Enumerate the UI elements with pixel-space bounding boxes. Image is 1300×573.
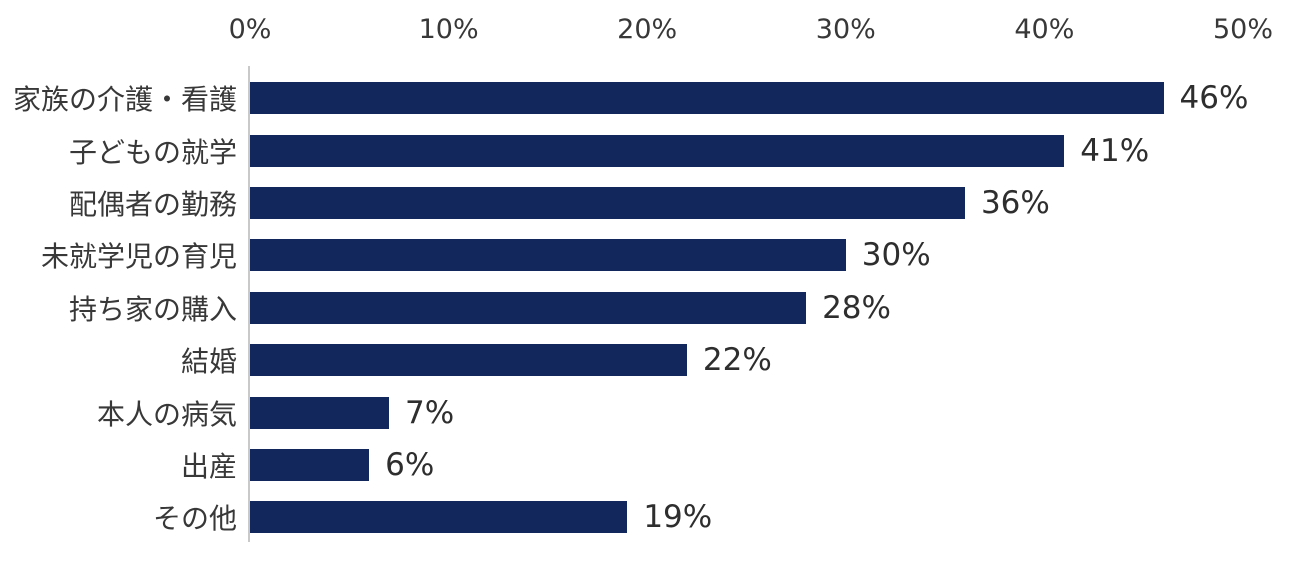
- x-axis-tick-label: 40%: [1014, 14, 1075, 45]
- value-label: 22%: [702, 342, 772, 379]
- x-axis-tick-label: 30%: [815, 14, 876, 45]
- category-label: 子どもの就学: [68, 135, 237, 169]
- x-axis-tick-label: 50%: [1212, 14, 1274, 45]
- bar: [250, 501, 628, 534]
- value-label: 7%: [405, 394, 455, 431]
- bar-row: 未就学児の育児 30%: [0, 229, 1300, 281]
- bar-track: 22%: [250, 342, 1243, 379]
- bar: [250, 291, 807, 324]
- value-label: 19%: [643, 499, 713, 536]
- x-axis: 0% 10% 20% 30% 40% 50%: [229, 12, 1273, 48]
- bar-row: 本人の病気 7%: [0, 386, 1300, 438]
- bar: [250, 448, 370, 481]
- bar-track: 7%: [250, 394, 1243, 431]
- bar: [250, 344, 687, 377]
- value-label: 6%: [385, 446, 435, 483]
- bar-track: 30%: [250, 237, 1243, 274]
- bar-track: 6%: [250, 446, 1243, 483]
- bar-row: その他 19%: [0, 491, 1300, 543]
- bar: [250, 396, 390, 429]
- value-label: 41%: [1080, 132, 1150, 169]
- category-label: 未就学児の育児: [40, 240, 237, 274]
- bar-track: 19%: [250, 499, 1243, 536]
- value-label: 46%: [1179, 80, 1249, 117]
- bar: [250, 82, 1164, 115]
- category-label: 出産: [180, 449, 237, 483]
- category-label: 配偶者の勤務: [68, 187, 237, 221]
- bar-row: 結婚 22%: [0, 334, 1300, 386]
- bar-track: 41%: [250, 132, 1243, 169]
- bar-row: 出産 6%: [0, 439, 1300, 491]
- bar-row: 持ち家の購入 28%: [0, 282, 1300, 334]
- bar-row: 家族の介護・看護 46%: [0, 72, 1300, 124]
- bar: [250, 186, 965, 219]
- chart-rows: 家族の介護・看護 46% 子どもの就学 41% 配偶者の勤務 36% 未就学児の育児 30% 持…: [0, 72, 1300, 544]
- value-label: 28%: [822, 289, 891, 326]
- x-axis-tick-label: 10%: [418, 14, 479, 45]
- category-label: 持ち家の購入: [68, 292, 237, 326]
- bar-row: 子どもの就学 41%: [0, 124, 1300, 176]
- x-axis-tick-label: 20%: [617, 14, 678, 45]
- bar-track: 36%: [250, 184, 1243, 221]
- x-axis-tick-label: 0%: [228, 14, 272, 45]
- value-label: 30%: [861, 237, 931, 274]
- bar: [250, 239, 846, 272]
- category-label: 結婚: [180, 345, 237, 379]
- bar-track: 46%: [250, 80, 1248, 116]
- category-label: 家族の介護・看護: [12, 83, 237, 117]
- category-label: その他: [152, 502, 237, 536]
- y-axis-line: [248, 66, 250, 542]
- bar-row: 配偶者の勤務 36%: [0, 177, 1300, 229]
- bar-track: 28%: [250, 289, 1243, 326]
- category-label: 本人の病気: [96, 397, 237, 431]
- value-label: 36%: [980, 184, 1050, 221]
- bar: [250, 134, 1065, 167]
